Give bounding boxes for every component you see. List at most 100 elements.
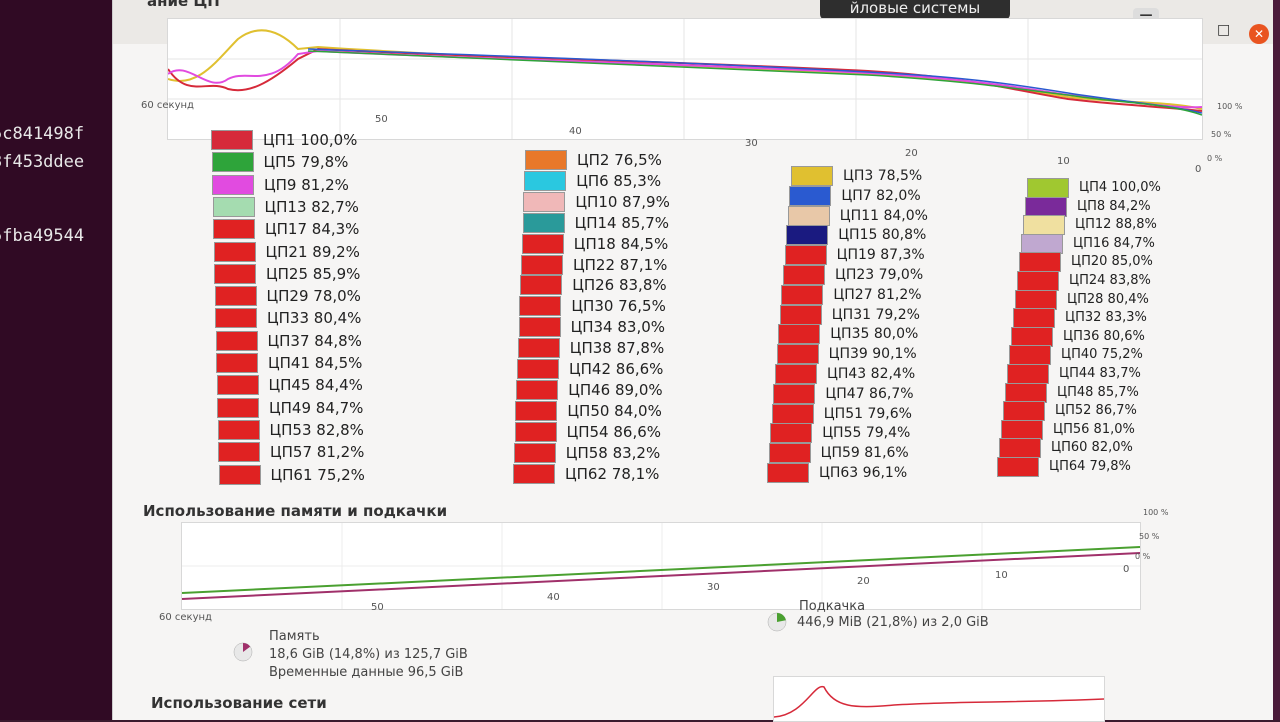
cpu-color-swatch[interactable] bbox=[215, 308, 257, 329]
cpu-color-swatch[interactable] bbox=[775, 364, 817, 384]
memory-title: Память bbox=[269, 629, 320, 644]
cpu-color-swatch[interactable] bbox=[767, 463, 809, 483]
cpu-color-swatch[interactable] bbox=[1015, 289, 1057, 310]
cpu-usage-label: ЦП62 78,1% bbox=[565, 464, 660, 483]
cpu-usage-label: ЦП5 79,8% bbox=[263, 153, 349, 172]
cpu-color-swatch[interactable] bbox=[214, 286, 257, 307]
cpu-color-swatch[interactable] bbox=[217, 397, 259, 418]
cpu-color-swatch[interactable] bbox=[1011, 326, 1053, 347]
cpu-color-swatch[interactable] bbox=[786, 225, 829, 246]
terminal-window: 5c841498f 3f453ddee 5fba49544 bbox=[0, 0, 120, 720]
network-section-title: Использование сети bbox=[151, 694, 327, 712]
cpu-usage-label: ЦП14 85,7% bbox=[574, 213, 670, 232]
cpu-y-label: 100 % bbox=[1217, 102, 1243, 111]
cpu-color-swatch[interactable] bbox=[216, 353, 258, 373]
cpu-color-swatch[interactable] bbox=[784, 245, 827, 266]
cpu-usage-label: ЦП47 86,7% bbox=[825, 385, 914, 402]
cpu-color-swatch[interactable] bbox=[525, 150, 567, 170]
cpu-color-swatch[interactable] bbox=[773, 383, 816, 404]
cpu-usage-label: ЦП52 86,7% bbox=[1055, 403, 1137, 419]
cpu-color-swatch[interactable] bbox=[1005, 382, 1047, 403]
cpu-color-swatch[interactable] bbox=[218, 442, 260, 463]
swap-pie-slice bbox=[777, 613, 786, 622]
cpu-usage-label: ЦП60 82,0% bbox=[1051, 440, 1133, 456]
cpu-color-swatch[interactable] bbox=[787, 205, 830, 226]
cpu-color-swatch[interactable] bbox=[779, 304, 822, 325]
memory-y-label: 100 % bbox=[1143, 508, 1169, 517]
cpu-color-swatch[interactable] bbox=[523, 191, 566, 212]
cpu-color-swatch[interactable] bbox=[521, 233, 564, 254]
cpu-usage-label: ЦП25 85,9% bbox=[266, 264, 361, 283]
cpu-usage-label: ЦП3 78,5% bbox=[843, 168, 923, 184]
cpu-y-label: 0 % bbox=[1207, 154, 1223, 163]
cpu-color-swatch[interactable] bbox=[791, 166, 833, 186]
cpu-color-swatch[interactable] bbox=[524, 170, 567, 191]
memory-x-label: 20 bbox=[857, 576, 870, 587]
cpu-history-graph bbox=[167, 18, 1203, 140]
system-monitor-window: ание ЦП йловые системы ☰ – □ ✕ 60 секунд bbox=[112, 0, 1273, 722]
cpu-color-swatch[interactable] bbox=[212, 196, 255, 217]
cpu-color-swatch[interactable] bbox=[515, 400, 558, 421]
cpu-usage-label: ЦП8 84,2% bbox=[1077, 198, 1151, 214]
cpu-color-swatch[interactable] bbox=[216, 375, 259, 396]
cpu-color-swatch[interactable] bbox=[513, 463, 555, 484]
cpu-color-swatch[interactable] bbox=[218, 464, 261, 485]
tab-file-systems[interactable]: йловые системы bbox=[820, 0, 1010, 20]
cpu-color-swatch[interactable] bbox=[771, 403, 814, 424]
cpu-color-swatch[interactable] bbox=[1003, 401, 1045, 422]
cpu-color-swatch[interactable] bbox=[997, 457, 1039, 477]
cpu-usage-label: ЦП48 85,7% bbox=[1057, 384, 1139, 400]
memory-graph-svg bbox=[182, 523, 1140, 609]
cpu-color-swatch[interactable] bbox=[513, 442, 556, 463]
cpu-usage-label: ЦП24 83,8% bbox=[1069, 273, 1151, 288]
cpu-color-swatch[interactable] bbox=[1019, 252, 1061, 273]
cpu-color-swatch[interactable] bbox=[516, 379, 559, 400]
cpu-usage-label: ЦП55 79,4% bbox=[822, 425, 911, 442]
cpu-color-swatch[interactable] bbox=[520, 275, 563, 296]
cpu-color-swatch[interactable] bbox=[517, 338, 560, 359]
cpu-color-swatch[interactable] bbox=[999, 438, 1041, 459]
memory-cache-text: Временные данные 96,5 GiB bbox=[269, 665, 464, 680]
cpu-color-swatch[interactable] bbox=[776, 344, 819, 365]
memory-line bbox=[182, 552, 1140, 600]
cpu-color-swatch[interactable] bbox=[217, 419, 260, 440]
cpu-color-swatch[interactable] bbox=[213, 241, 256, 262]
cpu-color-swatch[interactable] bbox=[1021, 233, 1063, 254]
cpu-color-swatch[interactable] bbox=[212, 174, 254, 195]
cpu-color-swatch[interactable] bbox=[1009, 345, 1051, 366]
maximize-button[interactable]: □ bbox=[1217, 22, 1231, 38]
close-button[interactable]: ✕ bbox=[1249, 24, 1269, 44]
cpu-color-swatch[interactable] bbox=[1007, 364, 1049, 384]
cpu-color-swatch[interactable] bbox=[789, 185, 832, 206]
memory-x-label: 30 bbox=[707, 582, 720, 593]
cpu-color-swatch[interactable] bbox=[1023, 215, 1065, 236]
cpu-x-label: 40 bbox=[569, 126, 582, 137]
cpu-color-swatch[interactable] bbox=[213, 219, 255, 240]
cpu-color-swatch[interactable] bbox=[1017, 271, 1059, 291]
cpu-color-swatch[interactable] bbox=[778, 324, 821, 345]
cpu-usage-label: ЦП7 82,0% bbox=[841, 187, 921, 204]
cpu-color-swatch[interactable] bbox=[215, 330, 258, 351]
cpu-color-swatch[interactable] bbox=[1027, 178, 1069, 198]
cpu-usage-label: ЦП6 85,3% bbox=[576, 171, 662, 190]
memory-pie-slice bbox=[243, 643, 251, 652]
cpu-color-swatch[interactable] bbox=[514, 421, 557, 442]
cpu-color-swatch[interactable] bbox=[781, 284, 824, 305]
cpu-color-swatch[interactable] bbox=[519, 296, 562, 317]
cpu-color-swatch[interactable] bbox=[211, 152, 254, 173]
cpu-color-swatch[interactable] bbox=[517, 359, 559, 379]
cpu-color-swatch[interactable] bbox=[770, 423, 813, 444]
cpu-color-swatch[interactable] bbox=[1013, 308, 1055, 329]
cpu-color-swatch[interactable] bbox=[522, 212, 565, 233]
cpu-color-swatch[interactable] bbox=[518, 317, 561, 338]
memory-section-title: Использование памяти и подкачки bbox=[143, 502, 448, 520]
cpu-color-swatch[interactable] bbox=[521, 254, 563, 275]
cpu-color-swatch[interactable] bbox=[768, 443, 811, 464]
cpu-usage-label: ЦП4 100,0% bbox=[1079, 180, 1161, 195]
cpu-color-swatch[interactable] bbox=[783, 265, 825, 285]
cpu-color-swatch[interactable] bbox=[214, 263, 256, 284]
cpu-color-swatch[interactable] bbox=[1001, 419, 1043, 440]
cpu-color-swatch[interactable] bbox=[1025, 196, 1067, 217]
cpu-usage-label: ЦП51 79,6% bbox=[823, 405, 912, 422]
cpu-color-swatch[interactable] bbox=[211, 130, 253, 150]
